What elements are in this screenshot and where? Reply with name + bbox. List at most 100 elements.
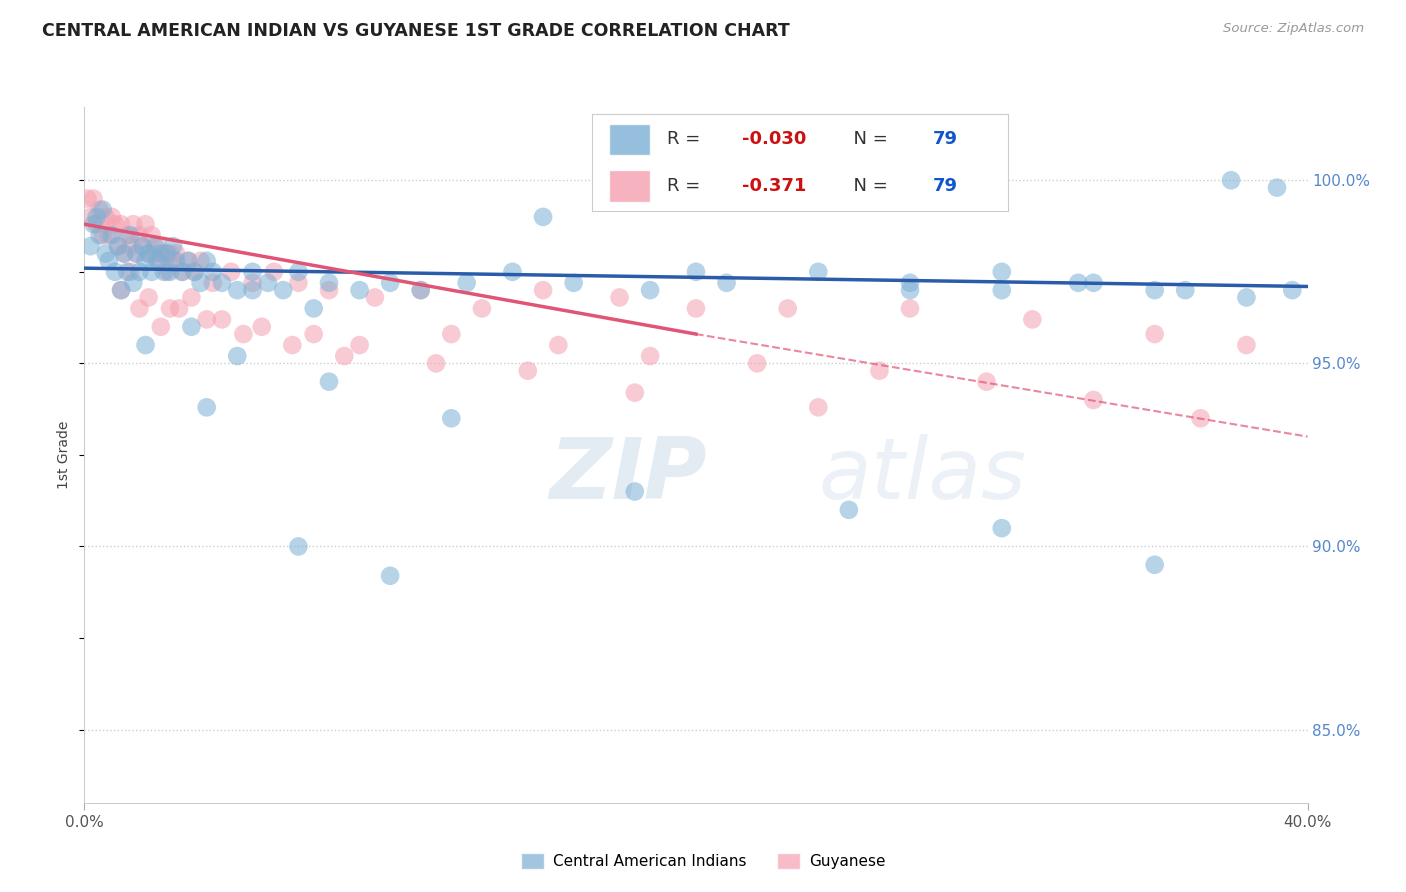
Point: [638, 283, 661, 297]
Point: [115, 228, 138, 243]
Point: [149, 253, 172, 268]
Point: [242, 276, 264, 290]
Point: [991, 265, 1014, 279]
Point: [135, 338, 157, 352]
Point: [716, 276, 738, 290]
Point: [807, 401, 830, 415]
Point: [153, 246, 176, 260]
Point: [183, 265, 205, 279]
Point: [97, 253, 120, 268]
Point: [531, 283, 554, 297]
Point: [991, 521, 1014, 535]
Point: [146, 239, 169, 253]
Point: [333, 349, 356, 363]
Point: [201, 276, 224, 290]
Point: [1083, 392, 1105, 407]
Point: [898, 283, 921, 297]
Point: [190, 276, 212, 290]
Point: [250, 319, 273, 334]
Point: [156, 246, 179, 260]
Point: [107, 239, 129, 253]
Point: [94, 210, 117, 224]
Point: [83, 192, 105, 206]
Point: [165, 253, 187, 268]
Point: [242, 283, 264, 297]
Point: [1083, 276, 1105, 290]
Point: [172, 265, 194, 279]
Point: [120, 239, 142, 253]
Point: [624, 385, 647, 400]
Point: [120, 265, 142, 279]
Point: [219, 265, 242, 279]
Y-axis label: 1st Grade: 1st Grade: [58, 421, 72, 489]
Point: [242, 265, 264, 279]
Point: [165, 246, 187, 260]
Point: [159, 301, 181, 316]
Point: [79, 239, 101, 253]
Point: [287, 276, 309, 290]
Point: [991, 283, 1014, 297]
Point: [146, 253, 169, 268]
Point: [232, 327, 254, 342]
Point: [364, 290, 387, 304]
Point: [110, 217, 132, 231]
Point: [104, 217, 127, 231]
Point: [138, 246, 160, 260]
Point: [107, 239, 129, 253]
Point: [110, 283, 132, 297]
Point: [177, 253, 200, 268]
Point: [143, 239, 166, 253]
Point: [91, 228, 114, 243]
Point: [141, 228, 163, 243]
Point: [1067, 276, 1090, 290]
Point: [125, 246, 148, 260]
Point: [101, 210, 124, 224]
Point: [172, 265, 194, 279]
Point: [502, 265, 524, 279]
Point: [180, 319, 202, 334]
Point: [162, 253, 184, 268]
Point: [180, 290, 202, 304]
Point: [1236, 290, 1258, 304]
Point: [104, 265, 127, 279]
Point: [156, 265, 179, 279]
Point: [128, 265, 150, 279]
Point: [226, 283, 249, 297]
Point: [167, 301, 190, 316]
Point: [349, 283, 371, 297]
Point: [281, 338, 304, 352]
Point: [257, 276, 280, 290]
Point: [349, 338, 371, 352]
Point: [287, 265, 309, 279]
Point: [263, 265, 285, 279]
Text: Source: ZipAtlas.com: Source: ZipAtlas.com: [1223, 22, 1364, 36]
Point: [516, 364, 538, 378]
Point: [153, 265, 176, 279]
Text: ZIP: ZIP: [550, 434, 707, 517]
Point: [159, 265, 181, 279]
Point: [101, 228, 124, 243]
Point: [287, 540, 309, 554]
Point: [409, 283, 432, 297]
Point: [110, 283, 132, 297]
Point: [1236, 338, 1258, 352]
Point: [380, 568, 402, 582]
Point: [195, 312, 218, 326]
Point: [747, 356, 769, 370]
Point: [456, 276, 478, 290]
Point: [91, 202, 114, 217]
Point: [112, 246, 135, 260]
Point: [183, 265, 205, 279]
Point: [89, 228, 111, 243]
Point: [149, 319, 172, 334]
Point: [547, 338, 569, 352]
Point: [149, 246, 172, 260]
Point: [131, 239, 153, 253]
Point: [195, 253, 218, 268]
Point: [531, 210, 554, 224]
Point: [440, 411, 463, 425]
Point: [128, 228, 150, 243]
Point: [271, 283, 294, 297]
Point: [380, 276, 402, 290]
Point: [226, 349, 249, 363]
